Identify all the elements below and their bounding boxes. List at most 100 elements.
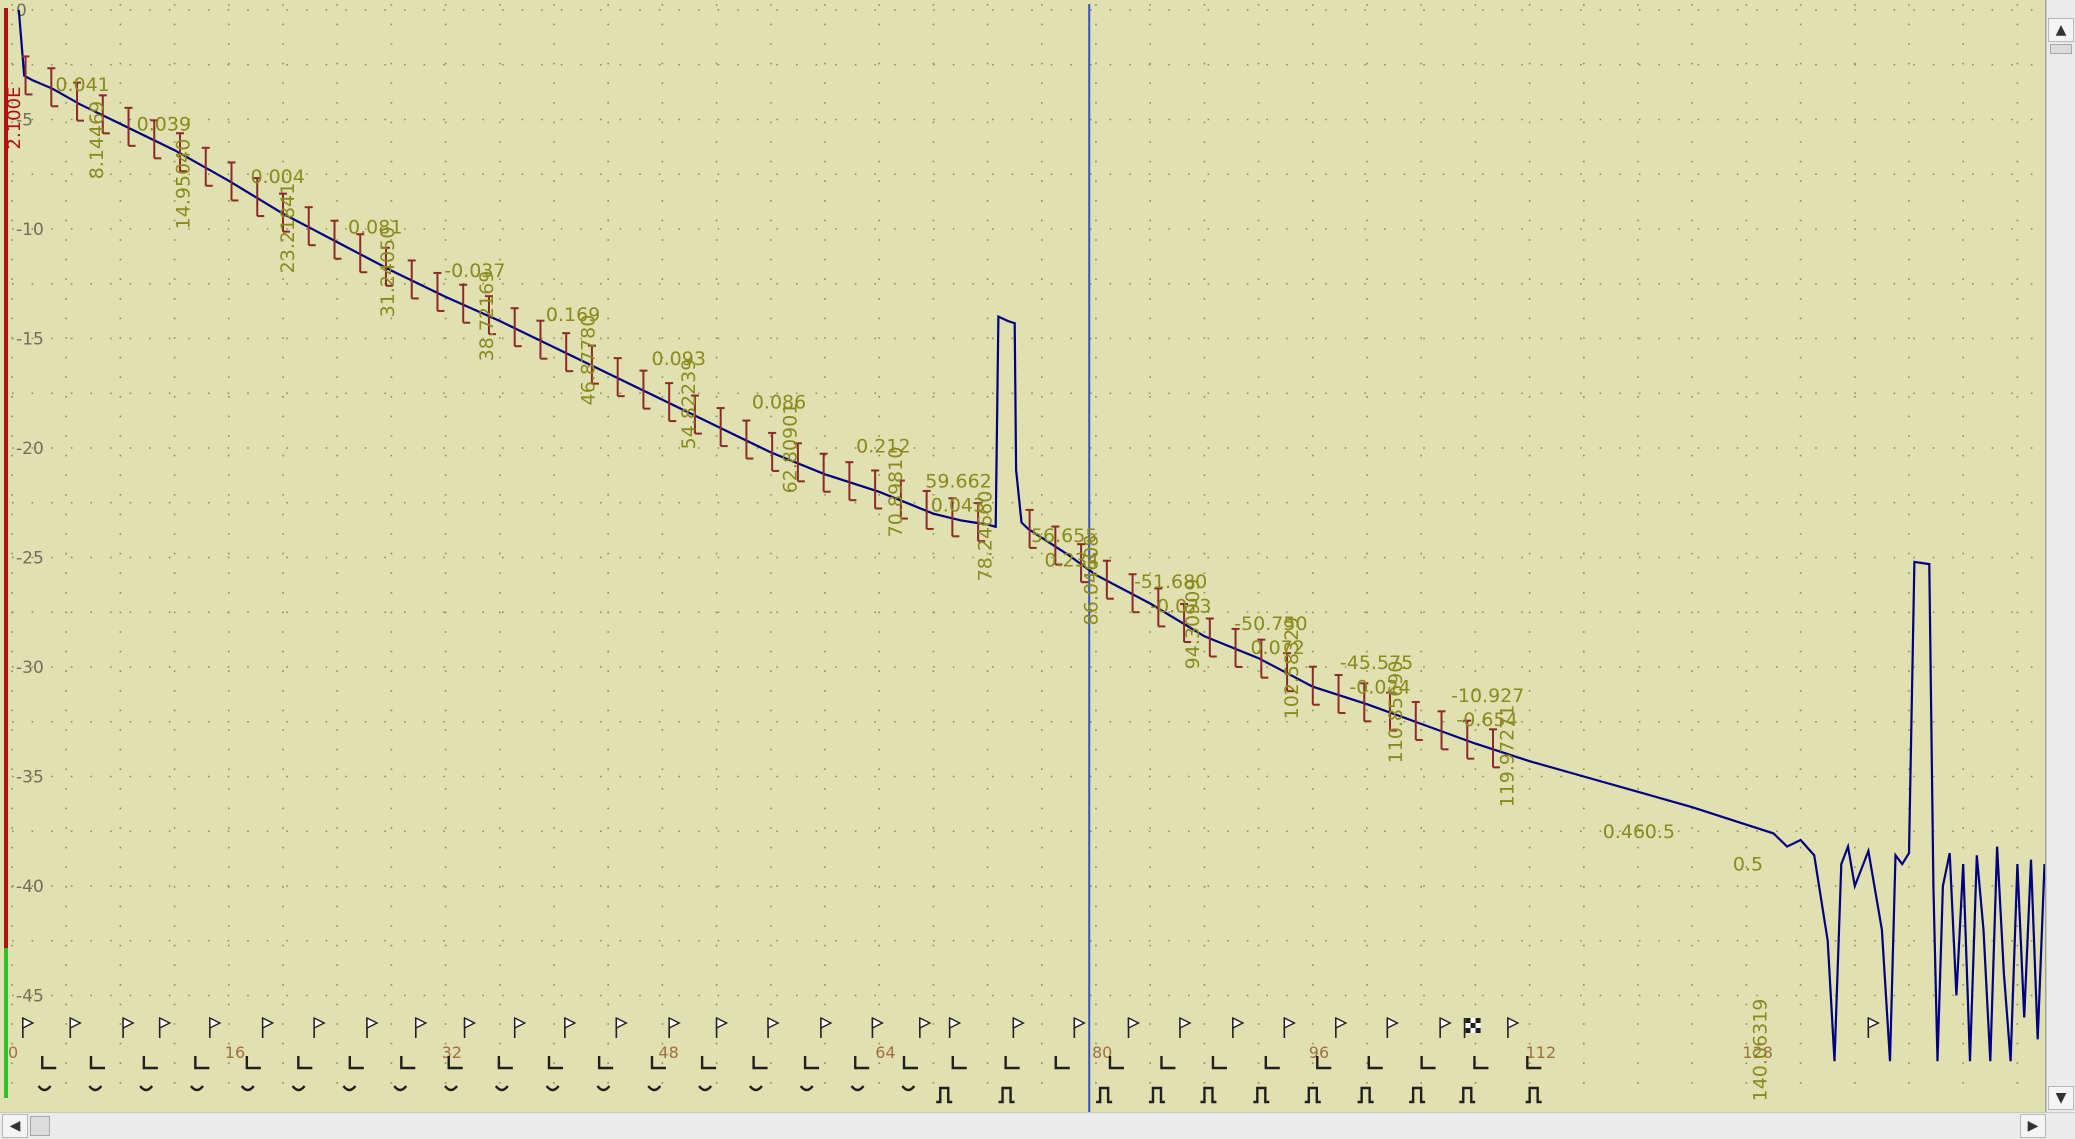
vertical-value-label: 38.72169 — [476, 271, 498, 362]
error-bar-marker — [1463, 719, 1475, 760]
flag-icon — [668, 1016, 681, 1038]
grid — [11, 4, 2040, 1100]
scroll-up-button[interactable]: ▲ — [2048, 18, 2074, 42]
wave-glyph — [139, 1085, 154, 1092]
pulse-glyph — [1409, 1086, 1426, 1104]
plot-area[interactable]: 2.100E 0 -5 -10 -15 -20 -25 -30 -35 -40 -45 0 16 32 48… — [0, 0, 2046, 1113]
value-label: 0.093 — [652, 348, 706, 370]
value-label: 0.072 — [1250, 637, 1304, 659]
error-bar-marker — [1154, 587, 1166, 628]
pulse-glyph — [1253, 1086, 1270, 1104]
flag-icon — [1127, 1016, 1141, 1038]
error-bar-marker — [974, 502, 986, 543]
wave-glyph — [545, 1085, 560, 1092]
error-bar-marker — [1308, 665, 1320, 706]
horizontal-scroll-thumb[interactable] — [30, 1116, 50, 1136]
flag-icon — [1283, 1016, 1296, 1038]
step-glyph — [854, 1056, 870, 1070]
flag-icon — [261, 1016, 275, 1038]
step-glyph — [142, 1056, 158, 1070]
error-bar-marker — [381, 246, 393, 287]
marker-group — [21, 55, 1501, 769]
step-glyph — [951, 1056, 967, 1070]
y-axis-side-label: 2.100E — [4, 87, 25, 150]
step-glyph — [752, 1056, 768, 1070]
flag-icon — [1386, 1016, 1399, 1038]
scroll-right-button[interactable]: ▶ — [2020, 1114, 2046, 1138]
error-bar-marker — [1231, 627, 1243, 668]
vertical-scrollbar[interactable]: ▲ ▼ — [2046, 0, 2075, 1112]
vertical-value-label: 94.30909 — [1182, 579, 1204, 670]
error-bar-marker — [279, 192, 290, 233]
error-bar-marker — [793, 442, 805, 483]
value-label: 59.662 — [925, 470, 991, 492]
flag-icon — [564, 1016, 577, 1038]
value-label: 0.004 — [250, 166, 304, 188]
step-glyph — [547, 1056, 563, 1070]
scroll-down-button[interactable]: ▼ — [2048, 1086, 2074, 1110]
pulse-glyph — [1096, 1086, 1113, 1104]
value-label: 0.212 — [856, 435, 910, 457]
wave-glyph — [88, 1085, 103, 1092]
error-bar-marker — [896, 479, 908, 520]
flag-icon — [871, 1016, 884, 1038]
x-tick-label: 112 — [1526, 1043, 1557, 1062]
error-bar-marker — [1411, 700, 1423, 741]
step-glyph — [89, 1056, 106, 1070]
wave-glyph — [596, 1085, 611, 1092]
error-bar-marker — [819, 452, 831, 493]
error-bar-marker — [407, 259, 419, 300]
step-glyph — [1211, 1056, 1227, 1070]
error-bar-marker — [768, 431, 780, 472]
wave-glyph — [647, 1085, 662, 1092]
step-glyph — [1367, 1056, 1383, 1070]
pulse-glyph — [1200, 1086, 1217, 1104]
flag-icon — [366, 1016, 379, 1038]
value-label: 0.234 — [1045, 549, 1099, 571]
wave-glyph — [799, 1085, 814, 1092]
error-bar-marker — [690, 394, 702, 435]
pulse-glyph — [998, 1086, 1015, 1104]
x-tick-label: 64 — [875, 1043, 895, 1062]
step-glyph — [245, 1056, 261, 1070]
step-glyph — [1160, 1056, 1176, 1070]
step-glyph — [700, 1056, 717, 1070]
error-bar-marker — [1489, 728, 1501, 769]
error-bar-marker — [176, 132, 188, 173]
flag-icon — [1507, 1016, 1520, 1038]
vertical-scroll-thumb[interactable] — [2050, 44, 2072, 54]
step-glyph — [194, 1056, 210, 1070]
flag-icon — [1073, 1016, 1086, 1038]
x-tick-label: 48 — [658, 1043, 678, 1062]
flag-icon — [69, 1016, 82, 1038]
step-glyph — [1526, 1056, 1542, 1070]
vertical-value-label: 110.85690 — [1385, 661, 1407, 764]
vertical-value-label: 102.58329 — [1281, 617, 1303, 720]
error-bar-marker — [665, 382, 677, 423]
error-bar-marker — [47, 67, 59, 108]
step-glyph — [597, 1056, 614, 1070]
trace-chart[interactable]: 2.100E 0 -5 -10 -15 -20 -25 -30 -35 -40 -45 0 16 32 48… — [0, 0, 2045, 1112]
value-label: -0.654 — [1456, 709, 1517, 731]
step-glyph — [803, 1056, 820, 1070]
y-tick-label: -25 — [16, 549, 44, 569]
value-label: 0.039 — [137, 113, 191, 135]
scroll-left-button[interactable]: ◀ — [2, 1114, 28, 1138]
trace-line — [17, 9, 2045, 1062]
error-bar-marker — [1051, 525, 1063, 566]
error-bar-marker — [356, 233, 368, 274]
flag-icon — [1232, 1016, 1245, 1038]
error-bar-marker — [845, 461, 857, 502]
wave-glyph — [240, 1085, 255, 1092]
value-label: 56.655 — [1031, 525, 1097, 547]
vertical-value-label: 119.97271 — [1496, 705, 1518, 808]
wave-glyph — [393, 1085, 408, 1092]
error-bar-marker — [562, 332, 574, 373]
flag-icon — [1867, 1016, 1880, 1038]
error-bar-marker — [227, 161, 239, 202]
horizontal-scrollbar[interactable]: ◀ ▶ — [0, 1112, 2075, 1139]
error-bar-marker — [510, 307, 522, 348]
pulse-glyph — [1459, 1086, 1476, 1104]
flag-icon — [414, 1016, 428, 1038]
step-glyph — [1054, 1056, 1070, 1070]
